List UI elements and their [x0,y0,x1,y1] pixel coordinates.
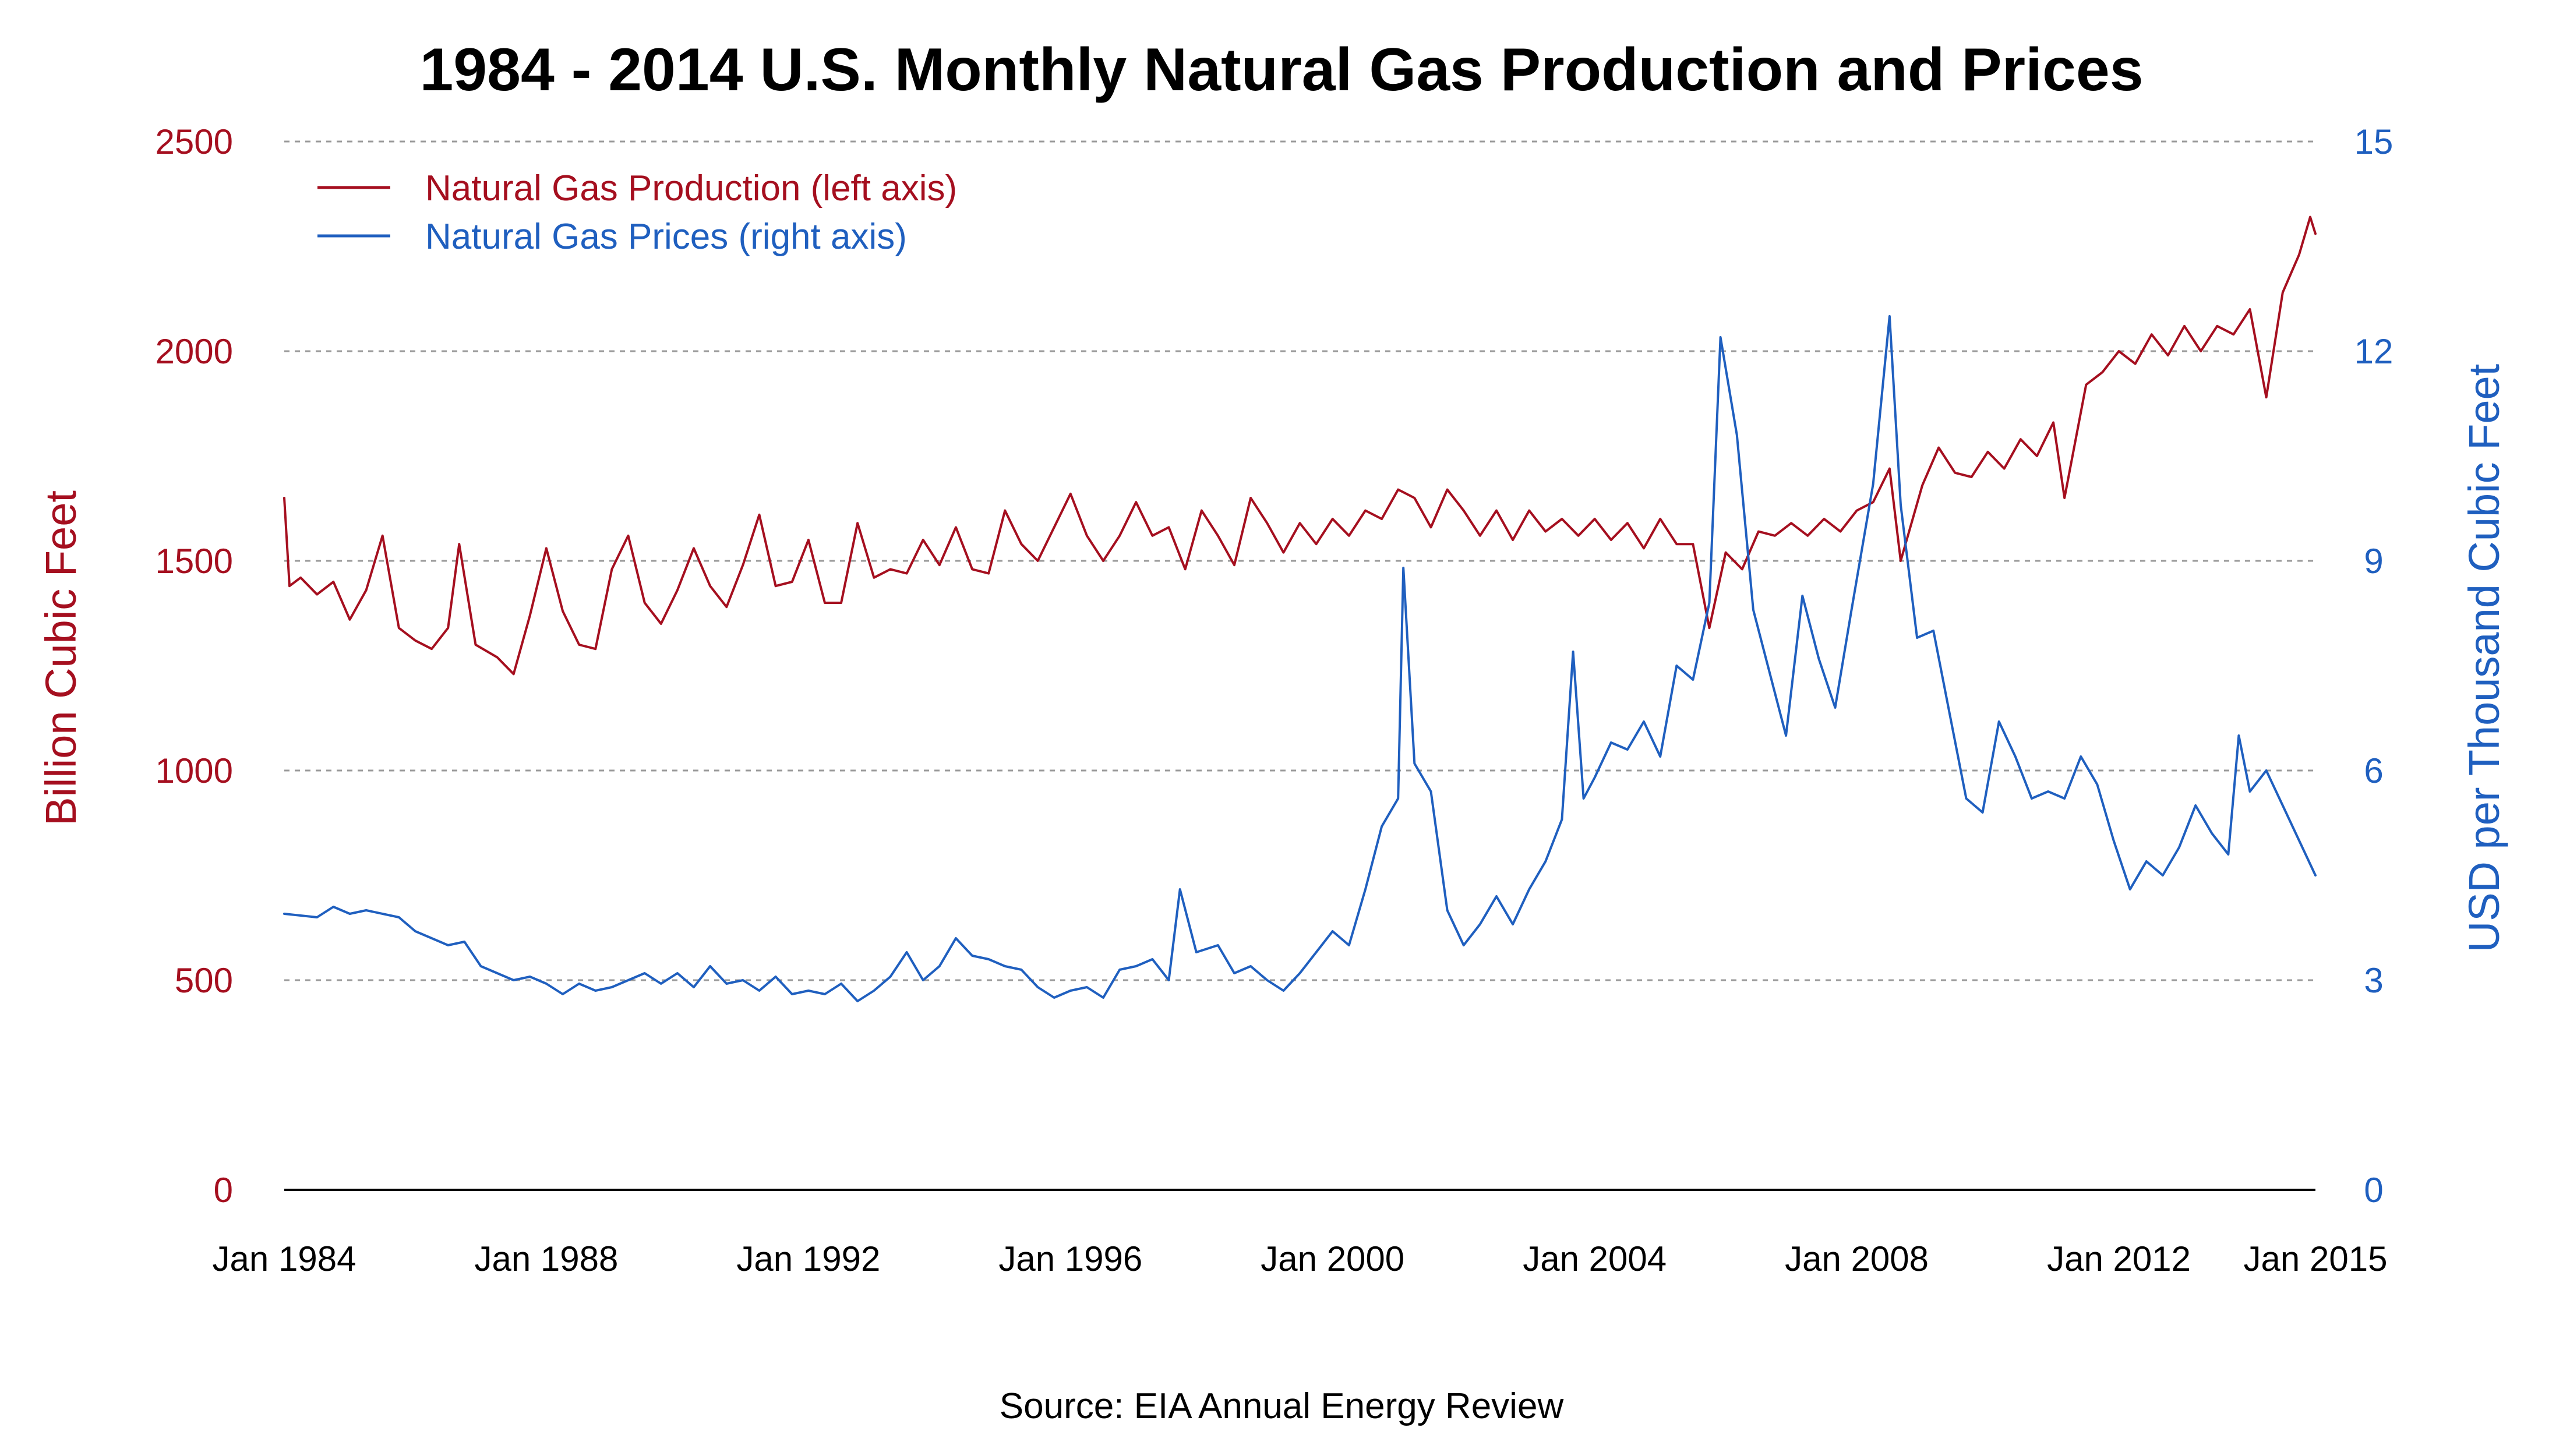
left-tick-label-3: 1500 [156,542,233,581]
left-axis-title: Billion Cubic Feet [37,490,85,826]
x-tick-label-2: Jan 1992 [736,1239,880,1278]
series-lines [283,215,2317,1002]
chart-source: Source: EIA Annual Energy Review [1000,1386,1564,1426]
x-tick-label-5: Jan 2004 [1523,1239,1667,1278]
chart-title: 1984 - 2014 U.S. Monthly Natural Gas Pro… [419,36,2143,104]
right-tick-label-4: 12 [2354,332,2393,371]
right-tick-label-3: 9 [2364,542,2383,581]
x-axis-ticks: Jan 1984 Jan 1988 Jan 1992 Jan 1996 Jan 2000… [213,1239,2388,1278]
prices-line [283,315,2317,1002]
right-tick-label-0: 0 [2364,1171,2383,1210]
right-tick-label-1: 3 [2364,961,2383,1000]
legend-label-prices: Natural Gas Prices (right axis) [425,217,907,257]
legend: Natural Gas Production (left axis) Natur… [317,168,957,257]
right-tick-label-2: 6 [2364,751,2383,790]
left-tick-label-1: 500 [175,961,233,1000]
gridlines [284,140,2315,981]
x-tick-label-7: Jan 2012 [2047,1239,2191,1278]
left-tick-label-2: 1000 [156,751,233,790]
left-axis-ticks: 0 500 1000 1500 2000 2500 [156,122,233,1210]
x-tick-label-8: Jan 2015 [2244,1239,2388,1278]
x-tick-label-6: Jan 2008 [1785,1239,1929,1278]
x-tick-label-1: Jan 1988 [474,1239,618,1278]
x-tick-label-3: Jan 1996 [998,1239,1142,1278]
production-line [283,215,2317,676]
left-tick-label-4: 2000 [156,332,233,371]
right-axis-title: USD per Thousand Cubic Feet [2460,363,2508,952]
x-tick-label-4: Jan 2000 [1261,1239,1404,1278]
legend-label-production: Natural Gas Production (left axis) [425,168,957,208]
right-tick-label-5: 15 [2354,122,2393,161]
right-axis-ticks: 0 3 6 9 12 15 [2354,122,2393,1210]
left-tick-label-0: 0 [214,1171,233,1210]
left-tick-label-5: 2500 [156,122,233,161]
x-tick-label-0: Jan 1984 [213,1239,356,1278]
